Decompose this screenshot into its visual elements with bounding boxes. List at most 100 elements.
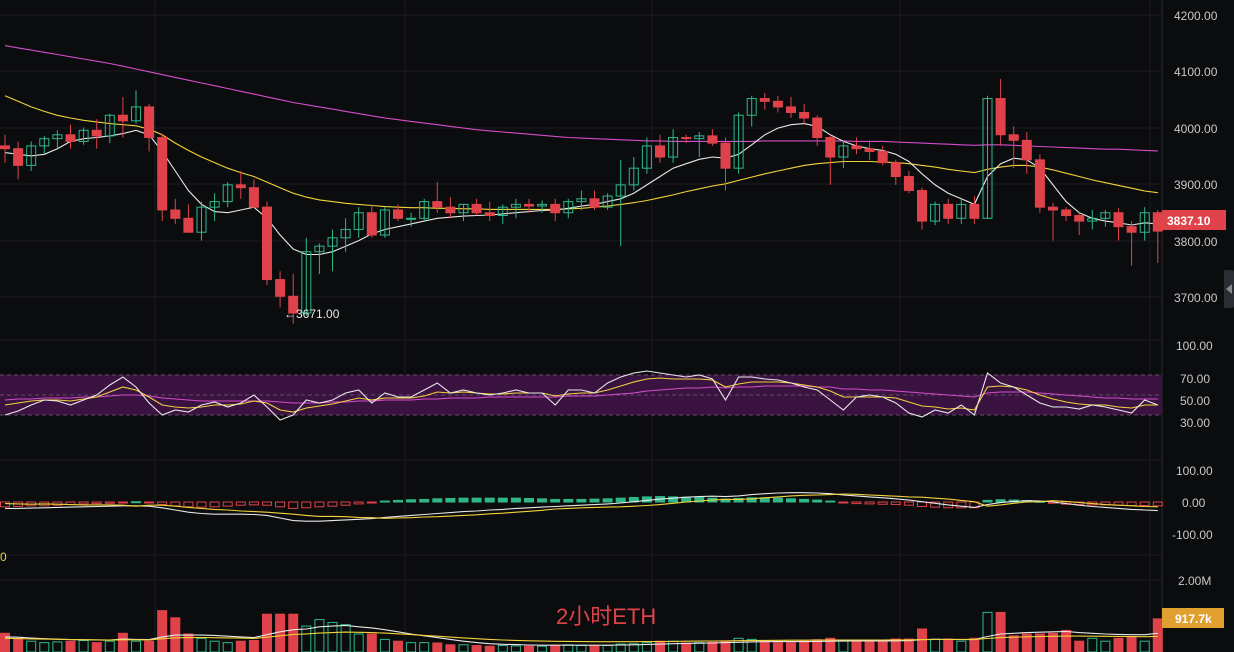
- macd-histogram-bar: [157, 501, 168, 506]
- last-price-tag: [1162, 210, 1226, 230]
- candle-body: [117, 114, 128, 122]
- candle-body: [1048, 206, 1058, 211]
- macd-histogram-bar: [117, 501, 128, 504]
- candle-body: [681, 137, 692, 140]
- volume-bar: [1074, 640, 1085, 652]
- volume-bar: [877, 640, 888, 652]
- volume-tick-2m: 2.00M: [1178, 574, 1211, 588]
- candle-body: [1034, 159, 1045, 208]
- last-volume-tag: [1162, 608, 1224, 628]
- candle-body: [327, 237, 338, 247]
- macd-histogram-bar: [471, 497, 482, 503]
- macd-histogram-bar: [419, 498, 430, 503]
- macd-histogram-bar: [877, 501, 888, 505]
- volume-bar: [222, 642, 233, 652]
- macd-histogram-bar: [563, 498, 574, 503]
- volume-bar: [995, 611, 1006, 652]
- candle-body: [1100, 212, 1111, 219]
- macd-histogram-bar: [799, 498, 810, 503]
- macd-histogram-bar: [956, 501, 967, 509]
- volume-bar: [183, 633, 194, 652]
- axis-scroll-handle[interactable]: [1224, 270, 1234, 308]
- candle-body: [183, 217, 194, 233]
- candle-body: [982, 98, 993, 219]
- candle-body: [877, 150, 888, 164]
- volume-bar: [52, 641, 63, 652]
- volume-bar: [484, 645, 495, 652]
- candle-body: [969, 203, 980, 219]
- candle-body: [825, 137, 836, 158]
- price-axis[interactable]: 4200.00 4100.00 4000.00 3900.00 3800.00 …: [1162, 9, 1226, 628]
- volume-bar: [615, 643, 626, 652]
- macd-histogram-bar: [890, 501, 901, 506]
- volume-bar: [91, 642, 102, 652]
- macd-histogram-bar: [406, 499, 417, 503]
- volume-bar: [1021, 633, 1032, 652]
- candle-body: [1087, 217, 1098, 222]
- volume-bar: [694, 642, 705, 652]
- price-tick-3900: 3900.00: [1174, 178, 1218, 192]
- candle-body: [772, 100, 783, 108]
- candle-body: [432, 201, 443, 208]
- candle-body: [628, 167, 639, 186]
- macd-histogram-bar: [602, 498, 613, 503]
- volume-bar: [786, 642, 796, 652]
- macd-histogram-bar: [576, 498, 587, 503]
- macd-histogram-bar: [917, 501, 927, 507]
- macd-histogram-bar: [183, 501, 194, 508]
- price-tick-4100: 4100.00: [1174, 65, 1218, 79]
- rsi-panel: [4, 370, 1158, 421]
- macd-histogram-bar: [393, 499, 403, 503]
- candle-body: [956, 203, 967, 219]
- low-price-annotation: ← 3671.00: [284, 307, 340, 321]
- macd-histogram-bar: [903, 501, 914, 506]
- volume-bar: [209, 640, 220, 652]
- volume-bar: [432, 642, 443, 652]
- candle-body: [694, 135, 705, 140]
- low-arrow-icon: ←: [284, 307, 296, 321]
- candle-body: [1139, 212, 1150, 233]
- candle-body: [668, 137, 679, 158]
- volume-bar: [419, 642, 430, 652]
- grid-lines: [0, 0, 1163, 652]
- candle-body: [419, 201, 430, 219]
- volume-bar: [445, 644, 456, 652]
- macd-histogram-bar: [445, 497, 456, 503]
- macd-histogram-bar: [170, 501, 181, 507]
- candle-body: [0, 145, 10, 150]
- candle-body: [248, 187, 259, 208]
- candle-body: [524, 203, 534, 207]
- volume-bar: [943, 638, 954, 652]
- low-price-label: 3671.00: [296, 307, 340, 321]
- ma-long-line: [4, 45, 1158, 152]
- volume-bar: [602, 645, 613, 652]
- volume-bar: [275, 613, 286, 652]
- macd-histogram-bar: [812, 499, 823, 503]
- candle-body: [707, 135, 718, 144]
- candle-body: [497, 206, 508, 217]
- macd-histogram-bar: [379, 500, 390, 503]
- volume-bar: [340, 624, 351, 652]
- macd-histogram-bar: [615, 497, 626, 503]
- candle-body: [589, 198, 600, 208]
- macd-histogram-bar: [537, 498, 548, 503]
- volume-bar: [1126, 636, 1137, 652]
- macd-histogram-bar: [510, 497, 521, 503]
- candle-body: [864, 148, 875, 152]
- candle-body: [393, 209, 403, 219]
- volume-bar: [144, 640, 155, 652]
- candle-body: [1021, 139, 1032, 161]
- price-tick-3700: 3700.00: [1174, 291, 1218, 305]
- candle-body: [917, 189, 927, 222]
- macd-histogram-bar: [668, 496, 679, 503]
- volume-bar: [26, 640, 37, 652]
- last-price-value: 3837.10: [1167, 214, 1211, 228]
- macd-histogram-bar: [930, 501, 941, 508]
- candle-body: [445, 206, 456, 214]
- volume-bar: [157, 610, 168, 652]
- candle-body: [52, 134, 63, 140]
- volume-bar: [969, 637, 980, 652]
- macd-panel: [0, 492, 1163, 522]
- macd-histogram-bar: [1152, 501, 1163, 507]
